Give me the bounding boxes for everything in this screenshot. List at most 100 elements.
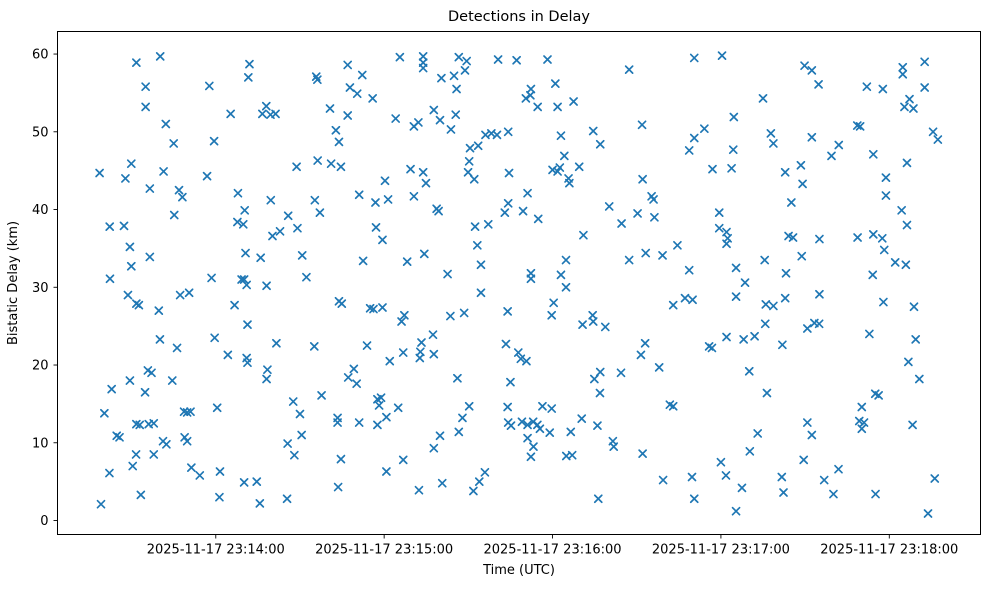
scatter-point bbox=[728, 145, 738, 155]
scatter-point bbox=[371, 198, 380, 207]
scatter-point bbox=[853, 233, 862, 242]
scatter-point bbox=[780, 167, 790, 177]
scatter-point bbox=[400, 310, 409, 320]
scatter-point bbox=[238, 219, 248, 229]
scatter-point bbox=[829, 489, 838, 499]
scatter-point bbox=[352, 379, 362, 389]
scatter-point bbox=[283, 439, 292, 448]
scatter-point bbox=[418, 52, 428, 61]
scatter-point bbox=[175, 290, 185, 300]
scatter-point bbox=[465, 143, 475, 153]
scatter-point bbox=[141, 102, 150, 112]
scatter-point bbox=[283, 211, 293, 221]
scatter-point bbox=[506, 421, 516, 431]
scatter-point bbox=[729, 112, 739, 122]
scatter-point bbox=[758, 94, 768, 103]
scatter-point bbox=[777, 472, 787, 482]
scatter-point bbox=[437, 478, 447, 488]
scatter-point bbox=[243, 320, 252, 329]
scatter-point bbox=[398, 455, 408, 465]
scatter-point bbox=[256, 253, 266, 263]
scatter-point bbox=[378, 303, 387, 312]
scatter-point bbox=[689, 53, 699, 63]
scatter-point bbox=[429, 349, 439, 359]
scatter-point bbox=[480, 467, 490, 477]
scatter-point bbox=[100, 408, 109, 418]
scatter-point bbox=[239, 275, 249, 284]
scatter-point bbox=[462, 56, 472, 66]
scatter-point bbox=[145, 184, 155, 193]
scatter-point bbox=[204, 81, 214, 91]
scatter-point bbox=[815, 234, 824, 244]
scatter-point bbox=[313, 75, 322, 85]
scatter-point bbox=[543, 55, 552, 64]
scatter-point bbox=[753, 429, 763, 438]
scatter-point bbox=[107, 384, 117, 394]
scatter-point bbox=[437, 73, 446, 83]
scatter-point bbox=[593, 421, 602, 431]
scatter-point bbox=[472, 240, 482, 250]
scatter-point bbox=[760, 255, 770, 265]
x-tick-label: 2025-11-17 23:18:00 bbox=[820, 543, 958, 558]
scatter-point bbox=[369, 304, 378, 314]
scatter-point bbox=[159, 167, 168, 176]
scatter-point bbox=[604, 202, 614, 211]
scatter-point bbox=[149, 418, 159, 428]
scatter-point bbox=[167, 376, 177, 385]
scatter-point bbox=[577, 414, 587, 424]
scatter-point bbox=[449, 71, 459, 81]
scatter-point bbox=[803, 418, 812, 427]
scatter-point bbox=[902, 220, 912, 230]
scatter-point bbox=[343, 111, 353, 120]
scatter-point bbox=[526, 90, 535, 100]
scatter-point bbox=[418, 63, 428, 73]
scatter-point bbox=[900, 102, 909, 112]
scatter-point bbox=[288, 397, 298, 406]
scatter-point bbox=[174, 185, 184, 195]
scatter-point bbox=[357, 70, 367, 80]
scatter-point bbox=[336, 454, 346, 464]
scatter-point bbox=[868, 270, 878, 280]
scatter-point bbox=[740, 278, 750, 287]
y-tick-label: 60 bbox=[32, 48, 49, 63]
scatter-point bbox=[593, 494, 603, 504]
scatter-point bbox=[266, 195, 276, 205]
scatter-point bbox=[526, 274, 536, 284]
scatter-point bbox=[349, 364, 359, 374]
scatter-point bbox=[241, 248, 250, 258]
scatter-point bbox=[834, 464, 843, 474]
scatter-point bbox=[162, 439, 171, 449]
scatter-point bbox=[780, 293, 790, 303]
scatter-point bbox=[535, 424, 545, 434]
scatter-point bbox=[474, 477, 484, 486]
y-tick-label: 0 bbox=[40, 514, 48, 529]
scatter-point bbox=[230, 300, 239, 310]
scatter-point bbox=[371, 223, 381, 232]
scatter-point bbox=[282, 494, 292, 504]
scatter-point bbox=[161, 119, 171, 129]
scatter-point bbox=[684, 146, 694, 155]
scatter-point bbox=[245, 59, 254, 69]
scatter-point bbox=[275, 226, 285, 236]
scatter-point bbox=[529, 442, 538, 451]
scatter-point bbox=[714, 208, 724, 217]
scatter-point bbox=[187, 463, 196, 472]
scatter-point bbox=[871, 489, 880, 499]
y-axis-label: Bistatic Delay (km) bbox=[6, 221, 21, 345]
scatter-point bbox=[406, 164, 415, 174]
scatter-point bbox=[909, 104, 918, 113]
scatter-point bbox=[799, 455, 809, 465]
scatter-point bbox=[126, 261, 136, 271]
scatter-point bbox=[800, 61, 809, 71]
scatter-point bbox=[105, 222, 115, 231]
scatter-point bbox=[492, 130, 502, 140]
scatter-point bbox=[868, 230, 878, 239]
scatter-point bbox=[781, 268, 791, 278]
scatter-point bbox=[343, 60, 353, 70]
scatter-point bbox=[493, 55, 503, 64]
scatter-point bbox=[533, 214, 543, 224]
scatter-point bbox=[761, 300, 771, 309]
scatter-point bbox=[354, 190, 364, 200]
